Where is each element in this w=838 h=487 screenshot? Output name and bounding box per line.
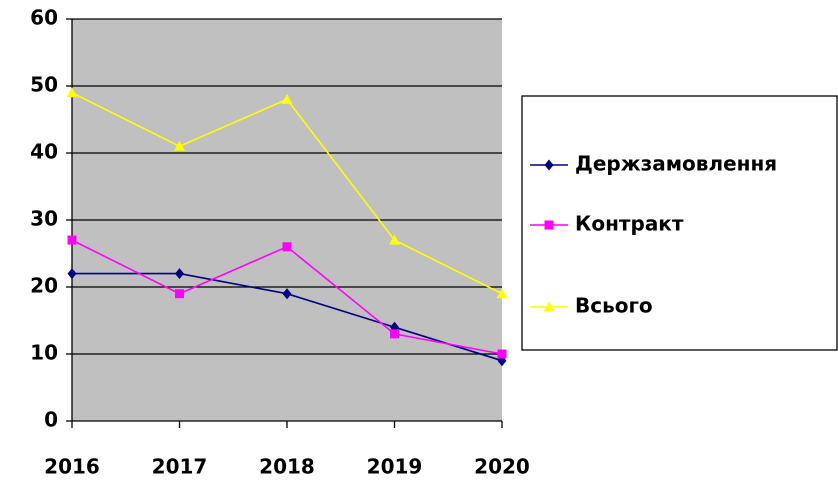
x-tick-label: 2019 [367,455,423,479]
marker [174,140,185,151]
marker [389,234,400,245]
marker [496,288,508,299]
marker [175,289,184,299]
legend-marker [543,301,555,312]
x-tick-label: 2020 [474,455,530,479]
legend-label: Держзамовлення [575,152,777,176]
y-tick-label: 20 [30,274,58,298]
y-tick-label: 50 [30,73,58,97]
marker [175,268,184,280]
marker [67,235,77,245]
x-tick-label: 2016 [44,455,100,479]
y-tick-label: 30 [30,207,58,231]
marker [282,288,292,300]
legend-label: Всього [575,294,653,318]
marker [282,242,292,252]
marker [66,87,78,98]
x-tick-label: 2018 [259,455,315,479]
y-tick-label: 10 [30,341,58,365]
marker [281,93,293,104]
x-tick-label: 2017 [152,455,208,479]
legend-label: Контракт [575,212,684,236]
legend-box [521,95,838,351]
y-tick-label: 60 [30,6,58,30]
legend-marker [544,220,554,230]
y-tick-label: 0 [44,408,58,432]
y-tick-label: 40 [30,140,58,164]
marker [497,349,507,359]
marker [390,329,399,339]
legend-marker [544,159,554,171]
marker [67,268,77,280]
